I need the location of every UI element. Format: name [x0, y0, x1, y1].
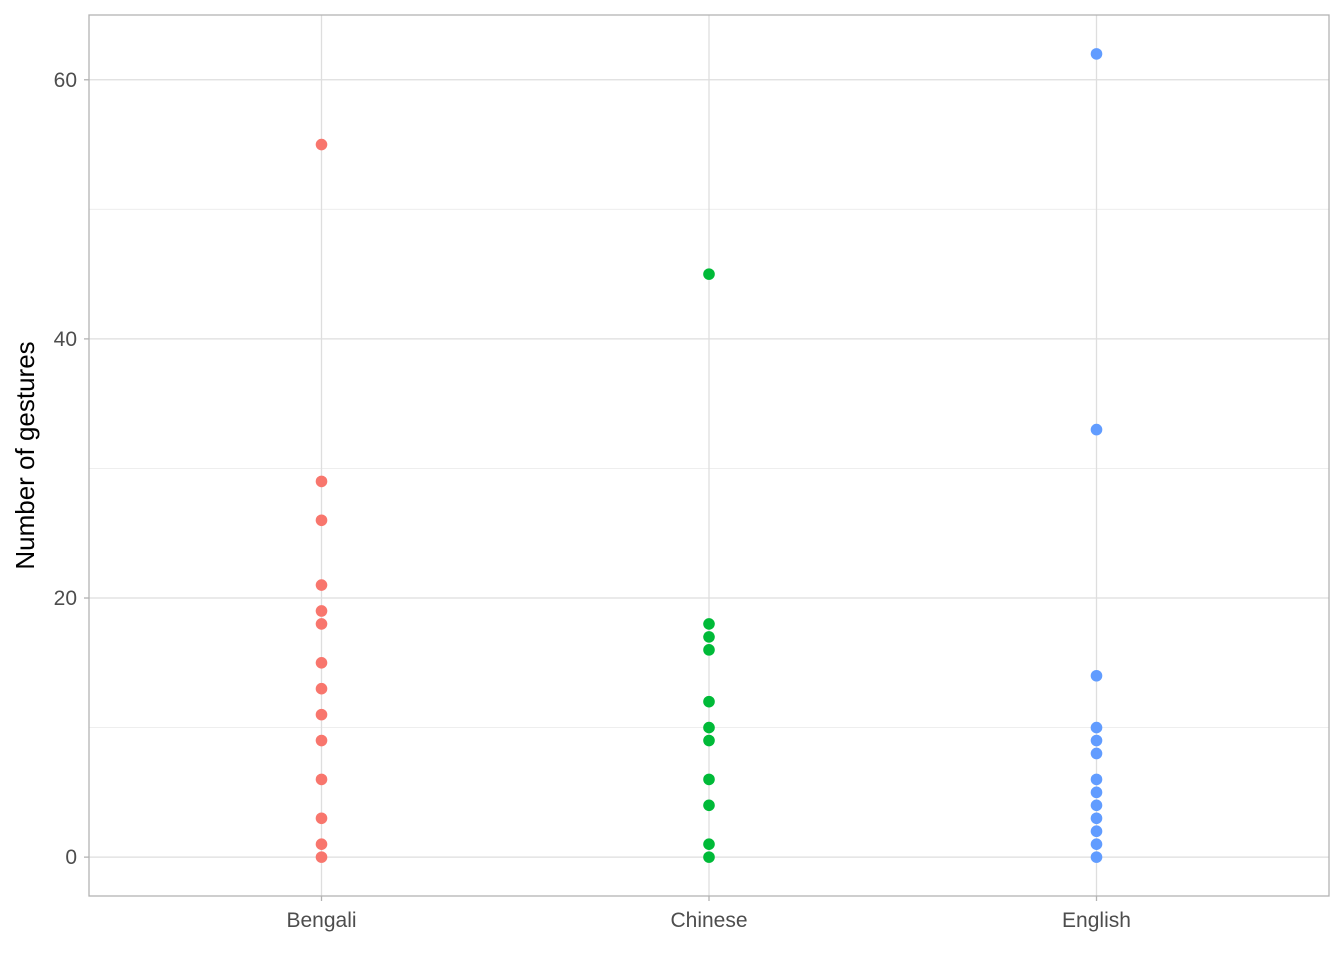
data-point-chinese: [703, 268, 715, 280]
data-point-bengali: [315, 605, 328, 617]
data-point-english: [1090, 48, 1103, 60]
data-point-english: [1090, 669, 1103, 682]
data-point-chinese: [703, 618, 715, 630]
data-point-english: [1090, 721, 1103, 734]
data-point-chinese: [703, 695, 715, 708]
data-point-bengali: [315, 734, 328, 747]
data-point-english: [1090, 734, 1103, 747]
data-point-bengali: [315, 838, 328, 850]
data-point-bengali: [315, 656, 328, 669]
data-point-chinese: [703, 838, 715, 850]
data-point-bengali: [315, 773, 328, 786]
y-tick-label: 40: [54, 328, 77, 351]
x-axis-ticks: Bengali Chinese English: [286, 896, 1131, 932]
data-point-bengali: [315, 708, 328, 721]
data-point-bengali: [315, 812, 328, 825]
x-tick-label: Chinese: [670, 909, 747, 932]
data-point-english: [1090, 812, 1103, 825]
data-point-english: [1090, 851, 1103, 863]
data-point-bengali: [315, 579, 328, 591]
data-point-bengali: [315, 851, 328, 863]
data-point-english: [1090, 799, 1103, 812]
data-point-bengali: [315, 514, 328, 527]
data-point-bengali: [315, 682, 328, 695]
x-tick-label: Bengali: [286, 909, 356, 932]
data-point-english: [1090, 825, 1103, 838]
data-point-english: [1090, 423, 1103, 436]
points-layer: [315, 48, 1103, 863]
data-point-chinese: [703, 851, 715, 863]
data-point-bengali: [315, 618, 328, 630]
y-tick-label: 60: [54, 69, 77, 92]
data-point-chinese: [703, 721, 715, 734]
data-point-english: [1090, 747, 1103, 760]
data-point-bengali: [315, 475, 328, 488]
y-axis-title: Number of gestures: [10, 341, 40, 569]
data-point-english: [1090, 786, 1103, 799]
data-point-chinese: [703, 773, 715, 786]
data-point-chinese: [703, 799, 715, 812]
y-tick-label: 0: [65, 846, 77, 869]
y-tick-label: 20: [54, 587, 77, 610]
x-tick-label: English: [1062, 909, 1131, 932]
data-point-english: [1090, 773, 1103, 786]
data-point-chinese: [703, 734, 715, 747]
data-point-chinese: [703, 631, 715, 643]
data-point-bengali: [315, 138, 328, 151]
data-point-chinese: [703, 644, 715, 656]
grid-layer: [89, 15, 1329, 896]
y-axis-ticks: 0 20 40 60: [54, 69, 89, 869]
data-point-english: [1090, 838, 1103, 850]
